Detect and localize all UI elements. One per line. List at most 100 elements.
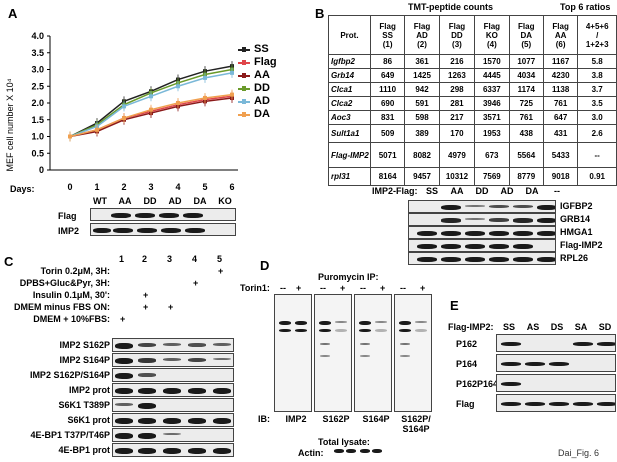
blot-band (115, 388, 133, 394)
panel-b-lane-label: AD (500, 186, 514, 196)
panel-c-blot-label: 4E-BP1 T37P/T46P (30, 430, 110, 440)
blot-band (320, 355, 330, 357)
panel-b-lane-label: AA (450, 186, 464, 196)
panel-c-blot-4 (112, 398, 234, 412)
blot-band (115, 418, 133, 424)
panel-d-torin-mark: + (296, 283, 302, 293)
panel-b-blot-label: IGFBP2 (560, 201, 593, 211)
blot-band (537, 218, 555, 223)
blot-band (360, 343, 370, 345)
panel-b-cell: 725 (508, 96, 544, 111)
blot-band (163, 343, 181, 346)
panel-c-blot-label: 4E-BP1 prot (58, 445, 110, 455)
panel-c-mark: + (168, 302, 174, 312)
panel-a-blot-label-flag: Flag (58, 211, 77, 221)
panel-b-cell: 1263 (438, 68, 476, 83)
panel-c-lane-number: 5 (217, 254, 223, 264)
panel-b-cell: 1167 (542, 54, 579, 69)
panel-c-blots: IMP2 S162P IMP2 S164P IMP2 S162P/S164P IMP2… (0, 338, 245, 460)
panel-a-point-da (95, 127, 99, 132)
panel-d-ib-label: S164P (362, 414, 390, 424)
panel-b-cell: 170 (438, 124, 476, 143)
panel-b-table-row: Aoc3 831 598 217 3571 761 647 3.0 (328, 110, 617, 125)
panel-d-blot-2 (354, 294, 392, 412)
panel-b-table-row: Clca2 690 591 281 3946 725 761 3.5 (328, 96, 617, 111)
panel-b-cell: 281 (438, 96, 476, 111)
blot-band (335, 321, 347, 323)
panel-b-cell: 217 (438, 110, 476, 125)
panel-d-torin-label: Torin1: (240, 283, 270, 293)
panel-a-ytick-label: 1.0 (31, 132, 44, 142)
panel-b-cell: 4445 (474, 68, 510, 83)
panel-c-blot-label: S6K1 T389P (58, 400, 110, 410)
panel-e-lane-label: DS (550, 322, 564, 332)
panel-b-blot-label: HMGA1 (560, 227, 593, 237)
panel-c-blot-3 (112, 383, 234, 397)
panel-a-imp2-blot (90, 223, 236, 236)
blot-band (489, 231, 509, 236)
panel-c-blot-7 (112, 443, 234, 457)
panel-d-torin-mark: -- (360, 283, 366, 293)
legend-marker (242, 86, 246, 91)
panel-a-xtick-label: 6 (229, 182, 234, 192)
panel-b-blot-label: RPL26 (560, 253, 589, 263)
panel-c-lane-number: 4 (192, 254, 198, 264)
panel-a-ytick-label: 2.5 (31, 81, 44, 91)
blot-band (319, 329, 331, 332)
panel-e-blot-p164 (496, 354, 616, 372)
blot-band (417, 257, 437, 262)
panel-c-blot-5 (112, 413, 234, 427)
blot-band (573, 402, 593, 406)
panel-a-legend-label: AD (254, 95, 270, 107)
blot-band (501, 382, 521, 386)
blot-band (375, 329, 387, 332)
panel-b-cell: 4979 (438, 142, 476, 168)
panel-a-point-da (230, 92, 234, 97)
panel-b-cell: 3946 (474, 96, 510, 111)
panel-d-actin-label: Actin: (298, 448, 324, 458)
panel-a-xtick-label: 2 (121, 182, 126, 192)
blot-band (188, 358, 206, 363)
panel-b-tmt-table: Prot. Flag SS (1) Flag AD (2) Flag DD (3) Flag KO (4… (328, 15, 617, 186)
panel-d-blots (274, 294, 444, 414)
panel-b-cell: 673 (474, 142, 510, 168)
panel-b-cell: 86 (369, 54, 406, 69)
blot-band (138, 343, 156, 348)
panel-c-blot-1 (112, 353, 234, 367)
panel-e-lane-label: SA (574, 322, 588, 332)
panel-b-protein-name: rpl31 (328, 167, 371, 186)
blot-band (399, 321, 411, 325)
blot-band (399, 329, 411, 332)
blot-band (465, 218, 485, 220)
blot-band (360, 355, 370, 357)
panel-a-ytick-label: 3.0 (31, 65, 44, 75)
panel-a-point-da (203, 95, 207, 100)
panel-c-blot-2 (112, 368, 234, 382)
panel-b-table-row: Clca1 1110 942 298 6337 1174 1138 3.7 (328, 82, 617, 97)
panel-b-cell: 0.91 (577, 167, 617, 186)
blot-band (279, 329, 291, 332)
panel-b-cell: 3.7 (577, 82, 617, 97)
panel-a-growth-chart: 0 0.5 1.0 1.5 2.0 2.5 3.0 3.5 4.0 0 1 2 3 4 5 6 (31, 31, 238, 192)
panel-b-col-header: Flag AA (6) (542, 15, 579, 55)
panel-b-blot-label: Flag-IMP2 (560, 240, 603, 250)
panel-b-cell: 5071 (369, 142, 406, 168)
panel-b-col-header: Flag DD (3) (438, 15, 476, 55)
blot-band (537, 231, 555, 236)
panel-c-mark: + (120, 314, 126, 324)
panel-e-blots: P162 P164 P162P164 Flag (456, 334, 616, 416)
panel-b-cell: 649 (369, 68, 406, 83)
panel-a-point-ad (230, 70, 234, 75)
panel-d-blot-1 (314, 294, 352, 412)
legend-marker (242, 60, 246, 65)
blot-band (465, 205, 485, 207)
panel-a-ytick-label: 4.0 (31, 31, 44, 41)
panel-a-legend-entry: AA (238, 69, 298, 82)
panel-b-cell: 8164 (369, 167, 406, 186)
panel-d-ib-label: S162P (322, 414, 350, 424)
panel-b-cell: 831 (369, 110, 406, 125)
blot-band (400, 355, 410, 357)
legend-marker (242, 112, 246, 117)
panel-a-legend-entry: AD (238, 95, 298, 108)
blot-band (279, 321, 291, 325)
